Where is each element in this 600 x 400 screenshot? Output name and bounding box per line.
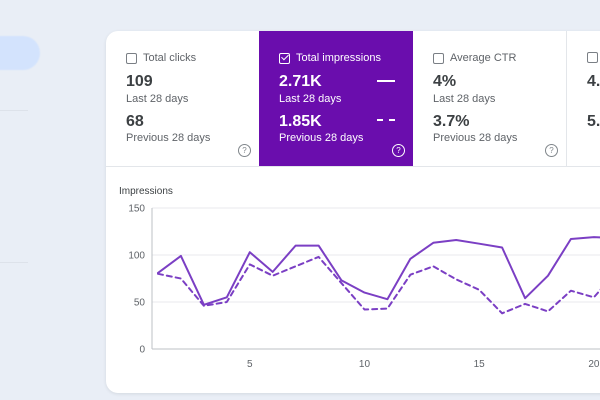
checkbox-checked-icon[interactable]: [279, 52, 290, 64]
metric-previous-period: Previous 28 days: [126, 132, 211, 144]
metric-label: Total clicks: [143, 52, 197, 64]
y-tick-label: 150: [128, 204, 145, 215]
checkbox-unchecked-icon[interactable]: [126, 52, 137, 64]
current-period-series-line: [157, 236, 600, 306]
checkbox-unchecked-icon[interactable]: [587, 52, 598, 63]
metric-tiles: Total clicks 109 Last 28 days 68 Previou…: [106, 31, 600, 166]
metric-previous-value: 68: [126, 113, 144, 130]
y-tick-label: 100: [128, 251, 145, 262]
metric-previous-value: 5.: [587, 113, 600, 130]
metric-tile-average-position[interactable]: 4. 5.: [566, 31, 600, 166]
metric-current-period: Last 28 days: [433, 93, 496, 105]
metric-current-value: 2.71K: [279, 73, 322, 90]
x-tick-label: 5: [247, 359, 253, 370]
help-icon[interactable]: ?: [238, 144, 251, 157]
dashed-line-legend-icon: [377, 119, 395, 121]
sidebar-active-item[interactable]: [0, 36, 40, 70]
impressions-chart: 0 50 100 150 5 10 15 20: [128, 204, 600, 370]
metric-previous-value: 1.85K: [279, 113, 322, 130]
metric-previous-period: Previous 28 days: [433, 132, 518, 144]
metric-current-period: Last 28 days: [126, 93, 189, 105]
x-tick-label: 10: [359, 359, 371, 370]
chart-y-axis-label: Impressions: [119, 186, 173, 197]
metric-current-value: 4%: [433, 73, 457, 90]
help-icon[interactable]: ?: [392, 144, 405, 157]
y-tick-label: 50: [134, 298, 146, 309]
solid-line-legend-icon: [377, 80, 395, 82]
card-divider: [106, 166, 600, 167]
sidebar-divider: [0, 262, 28, 263]
metric-label: Total impressions: [296, 52, 381, 64]
metric-label: Average CTR: [450, 52, 517, 64]
metric-previous-value: 3.7%: [433, 113, 470, 130]
metric-tile-total-impressions[interactable]: Total impressions 2.71K Last 28 days 1.8…: [259, 31, 413, 166]
checkbox-unchecked-icon[interactable]: [433, 52, 444, 64]
x-tick-label: 20: [588, 359, 600, 370]
metric-current-period: Last 28 days: [279, 93, 342, 105]
metric-header: Average CTR: [433, 52, 516, 64]
performance-card: Total clicks 109 Last 28 days 68 Previou…: [106, 31, 600, 393]
metric-previous-period: Previous 28 days: [279, 132, 364, 144]
metric-tile-average-ctr[interactable]: Average CTR 4% Last 28 days 3.7% Previou…: [413, 31, 566, 166]
sidebar-divider: [0, 110, 28, 111]
y-tick-label: 0: [139, 345, 145, 356]
x-tick-label: 15: [474, 359, 486, 370]
metric-current-value: 109: [126, 73, 153, 90]
help-icon[interactable]: ?: [545, 144, 558, 157]
previous-period-series-line: [157, 255, 600, 315]
metric-header: Total clicks: [126, 52, 196, 64]
metric-header: Total impressions: [279, 52, 381, 64]
metric-tile-total-clicks[interactable]: Total clicks 109 Last 28 days 68 Previou…: [106, 31, 259, 166]
metric-current-value: 4.: [587, 73, 600, 90]
metric-header: [587, 52, 598, 63]
